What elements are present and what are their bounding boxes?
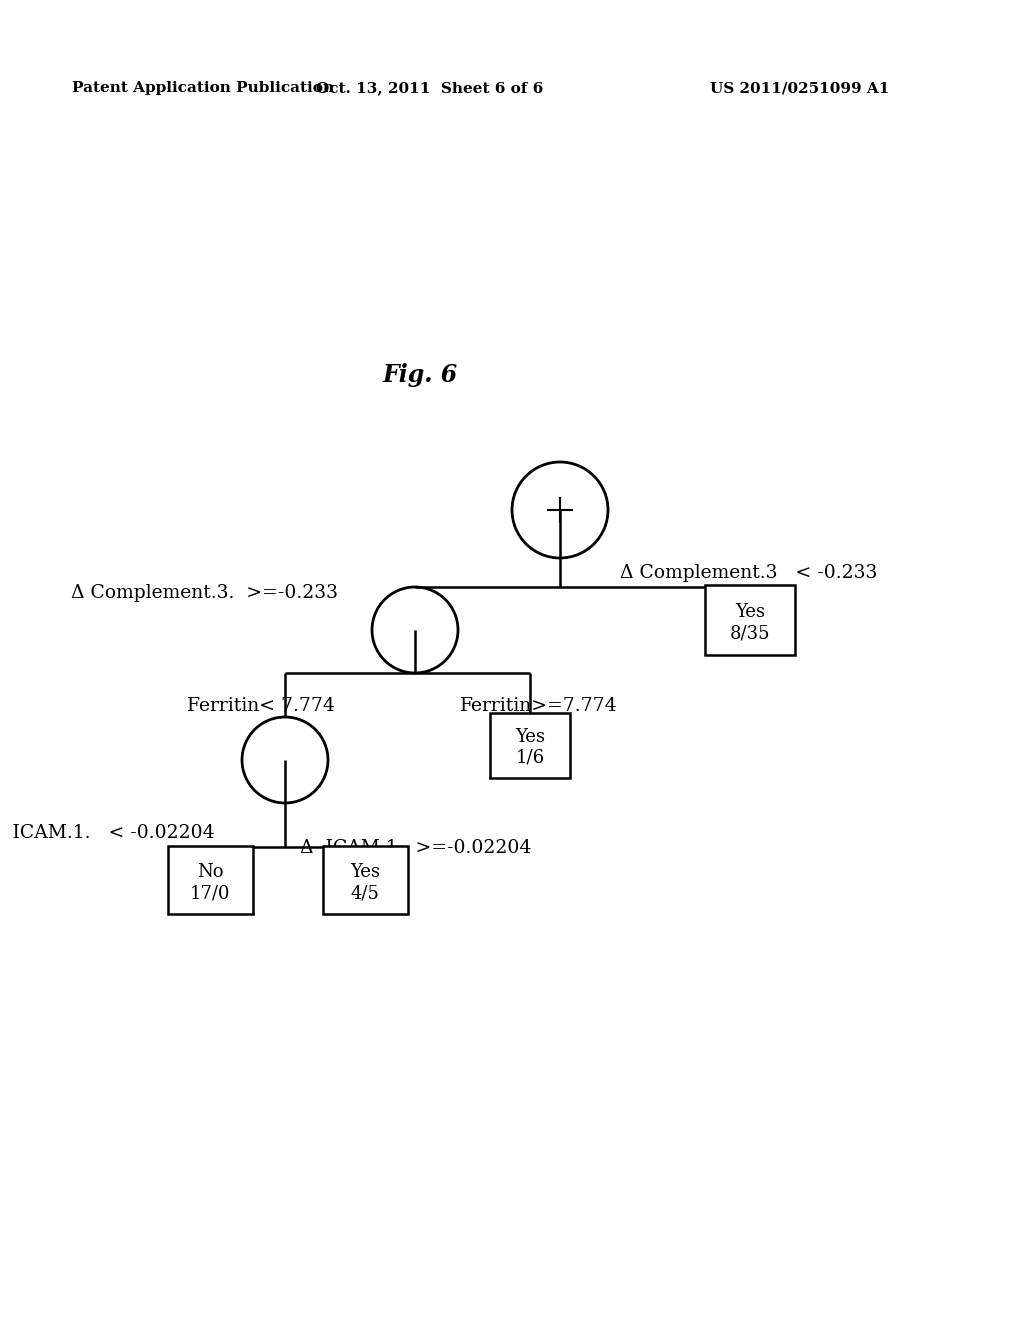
Text: Ferritin< 7.774: Ferritin< 7.774 xyxy=(187,697,335,715)
Bar xyxy=(705,585,795,655)
Text: Δ Complement.3   < -0.233: Δ Complement.3 < -0.233 xyxy=(620,564,878,582)
Bar xyxy=(168,846,253,913)
Text: US 2011/0251099 A1: US 2011/0251099 A1 xyxy=(710,81,890,95)
Text: Ferritin>=7.774: Ferritin>=7.774 xyxy=(460,697,617,715)
Text: No: No xyxy=(197,863,223,880)
Text: Yes: Yes xyxy=(350,863,380,880)
Text: Yes: Yes xyxy=(515,729,545,746)
Text: Δ Complement.3.  >=-0.233: Δ Complement.3. >=-0.233 xyxy=(71,583,338,602)
Text: Fig. 6: Fig. 6 xyxy=(382,363,458,387)
Bar xyxy=(323,846,408,913)
Text: Δ  ICAM.1.   < -0.02204: Δ ICAM.1. < -0.02204 xyxy=(0,824,215,842)
Text: 1/6: 1/6 xyxy=(515,748,545,767)
Text: 17/0: 17/0 xyxy=(189,884,230,903)
Text: Oct. 13, 2011  Sheet 6 of 6: Oct. 13, 2011 Sheet 6 of 6 xyxy=(316,81,544,95)
Bar xyxy=(490,713,570,777)
Text: 4/5: 4/5 xyxy=(350,884,380,903)
Text: 8/35: 8/35 xyxy=(730,624,770,643)
Text: Patent Application Publication: Patent Application Publication xyxy=(72,81,334,95)
Text: Yes: Yes xyxy=(735,603,765,620)
Text: Δ  ICAM.1.  >=-0.02204: Δ ICAM.1. >=-0.02204 xyxy=(300,840,531,857)
